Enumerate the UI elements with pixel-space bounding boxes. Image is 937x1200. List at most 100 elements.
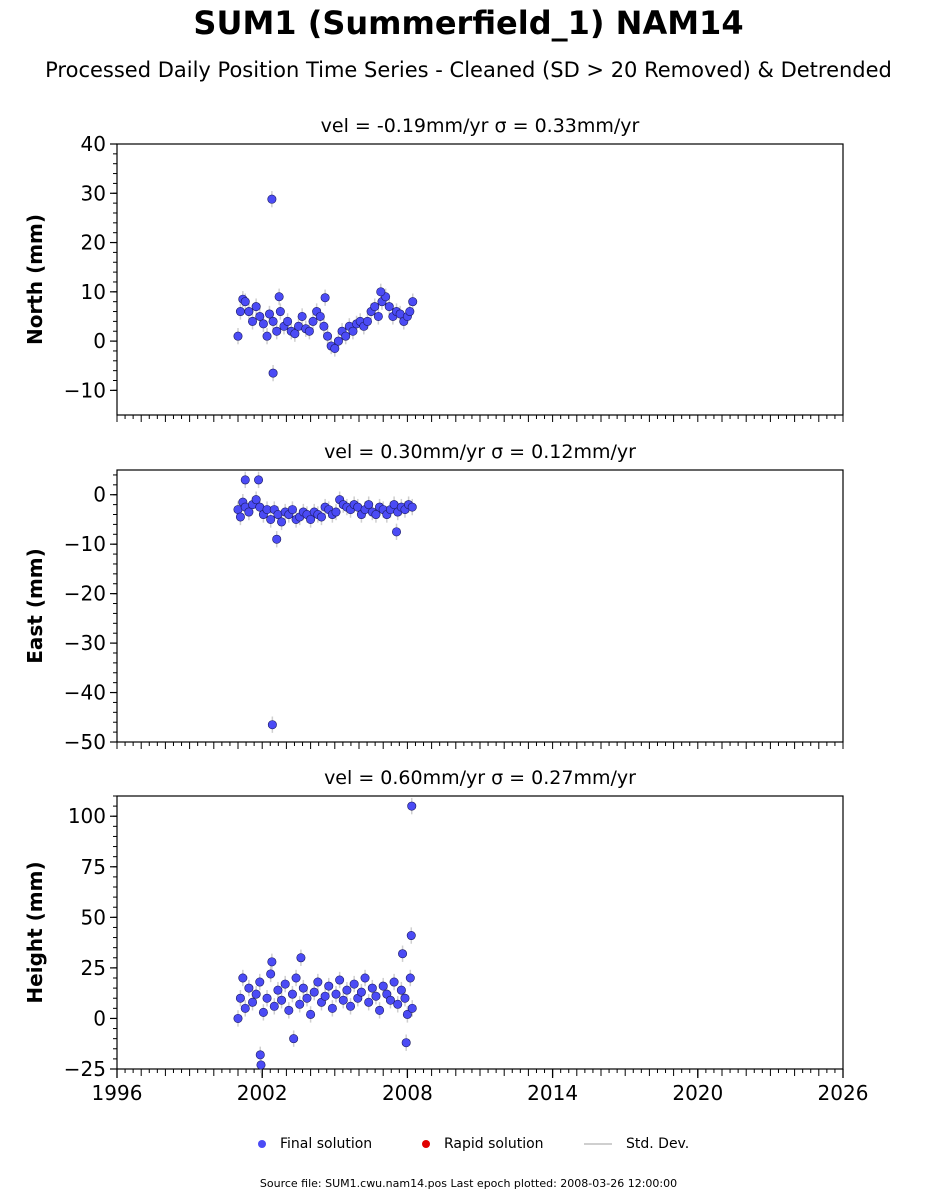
source-footer: Source file: SUM1.cwu.nam14.pos Last epo… [259, 1177, 678, 1190]
final-solution-point [238, 973, 248, 983]
final-solution-point [313, 977, 323, 987]
final-solution-point [272, 326, 282, 336]
legend-label-rapid: Rapid solution [444, 1136, 544, 1152]
final-solution-point [244, 307, 254, 317]
final-solution-point [251, 989, 261, 999]
final-solution-point [407, 1003, 417, 1013]
final-solution-point [268, 368, 278, 378]
y-tick-label: 50 [81, 905, 106, 929]
y-tick-label: −25 [64, 1057, 106, 1081]
final-solution-point [400, 993, 410, 1003]
final-solution-point [333, 336, 343, 346]
std-dev-line-icon [584, 1143, 612, 1145]
final-solution-point [235, 993, 245, 1003]
final-solution-point [306, 1009, 316, 1019]
final-solution-point [375, 1005, 385, 1015]
final-solution-point [267, 720, 277, 730]
final-solution-point [255, 977, 265, 987]
final-solution-point [396, 985, 406, 995]
y-tick-label: 30 [81, 181, 106, 205]
final-solution-point [291, 973, 301, 983]
final-solution-point [306, 514, 316, 524]
panel-title: vel = 0.60mm/yr σ = 0.27mm/yr [324, 767, 636, 789]
final-solution-point [319, 321, 329, 331]
final-solution-point [267, 957, 277, 967]
final-solution-point [251, 302, 261, 312]
final-solution-point [346, 1001, 356, 1011]
panel-height: vel = 0.60mm/yr σ = 0.27mm/yr Height (mm)… [23, 767, 868, 1105]
x-tick-label: 2020 [672, 1081, 723, 1105]
final-solution-point [251, 495, 261, 505]
final-solution-point [290, 329, 300, 339]
final-solution-point [338, 995, 348, 1005]
final-solution-point [298, 983, 308, 993]
final-solution-point [274, 292, 284, 302]
legend-item-final: Final solution [258, 1136, 372, 1152]
final-solution-point [331, 507, 341, 517]
panel-title: vel = -0.19mm/yr σ = 0.33mm/yr [321, 115, 640, 137]
final-solution-point [255, 311, 265, 321]
y-tick-label: 0 [93, 483, 106, 507]
final-solution-point [406, 931, 416, 941]
y-tick-label: 0 [93, 329, 106, 353]
final-solution-point [327, 1003, 337, 1013]
final-solution-point [362, 316, 372, 326]
final-solution-point [277, 995, 287, 1005]
y-axis-label: North (mm) [23, 214, 47, 345]
final-solution-point [244, 983, 254, 993]
final-solution-point [309, 987, 319, 997]
final-solution-point [264, 309, 274, 319]
final-solution-point [401, 1038, 411, 1048]
y-tick-label: −10 [64, 378, 106, 402]
y-axis-label: Height (mm) [23, 861, 47, 1003]
y-axis-label: East (mm) [23, 548, 47, 664]
y-tick-label: −50 [64, 730, 106, 754]
final-solution-point [315, 311, 325, 321]
final-solution-point [283, 316, 293, 326]
legend-item-std: Std. Dev. [584, 1136, 689, 1152]
final-solution-point [407, 801, 417, 811]
y-tick-label: 25 [81, 956, 106, 980]
final-solution-point [320, 991, 330, 1001]
final-solution-point [280, 979, 290, 989]
final-solution-point [331, 989, 341, 999]
final-solution-point [258, 1007, 268, 1017]
x-tick-label: 1996 [92, 1081, 143, 1105]
x-tick-label: 2014 [527, 1081, 578, 1105]
final-solution-point [248, 997, 258, 1007]
final-solution-point [371, 510, 381, 520]
y-tick-label: −20 [64, 582, 106, 606]
final-solution-point [308, 316, 318, 326]
final-solution-point [256, 1060, 266, 1070]
y-tick-label: 10 [81, 280, 106, 304]
final-solution-point [320, 293, 330, 303]
final-solution-point [273, 985, 283, 995]
final-solution-point [342, 985, 352, 995]
final-solution-point [341, 331, 351, 341]
final-solution-point [233, 331, 243, 341]
x-tick-label: 2026 [818, 1081, 869, 1105]
final-solution-point [405, 973, 415, 983]
final-solution-point [364, 500, 374, 510]
rapid-solution-marker-icon [422, 1140, 430, 1148]
final-solution-point [349, 979, 359, 989]
legend-label-std: Std. Dev. [626, 1136, 690, 1152]
y-tick-label: −30 [64, 631, 106, 655]
final-solution-point [405, 307, 415, 317]
final-solution-point [258, 319, 268, 329]
final-solution-point [266, 514, 276, 524]
panel-east: vel = 0.30mm/yr σ = 0.12mm/yr East (mm) −5… [23, 441, 844, 754]
final-solution-point [268, 316, 278, 326]
page-title: SUM1 (Summerfield_1) NAM14 [193, 4, 744, 42]
legend-item-rapid: Rapid solution [422, 1136, 544, 1152]
final-solution-point [330, 343, 340, 353]
final-solution-point [304, 326, 314, 336]
final-solution-point [254, 475, 264, 485]
final-solution-point [295, 999, 305, 1009]
final-solution-point [371, 991, 381, 1001]
final-solution-point [233, 1013, 243, 1023]
final-solution-point [266, 969, 276, 979]
y-tick-label: 20 [81, 231, 106, 255]
final-solution-point [287, 989, 297, 999]
final-solution-point [240, 1003, 250, 1013]
